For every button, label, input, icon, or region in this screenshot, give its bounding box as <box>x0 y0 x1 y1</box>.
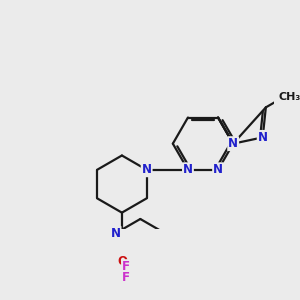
Text: N: N <box>213 163 223 176</box>
Text: F: F <box>122 260 130 273</box>
Text: N: N <box>142 163 152 176</box>
Text: N: N <box>183 163 193 176</box>
Text: CH₃: CH₃ <box>279 92 300 102</box>
Text: N: N <box>111 227 121 240</box>
Text: N: N <box>228 137 238 150</box>
Text: F: F <box>122 271 130 284</box>
Text: N: N <box>258 131 268 144</box>
Text: O: O <box>117 255 127 268</box>
